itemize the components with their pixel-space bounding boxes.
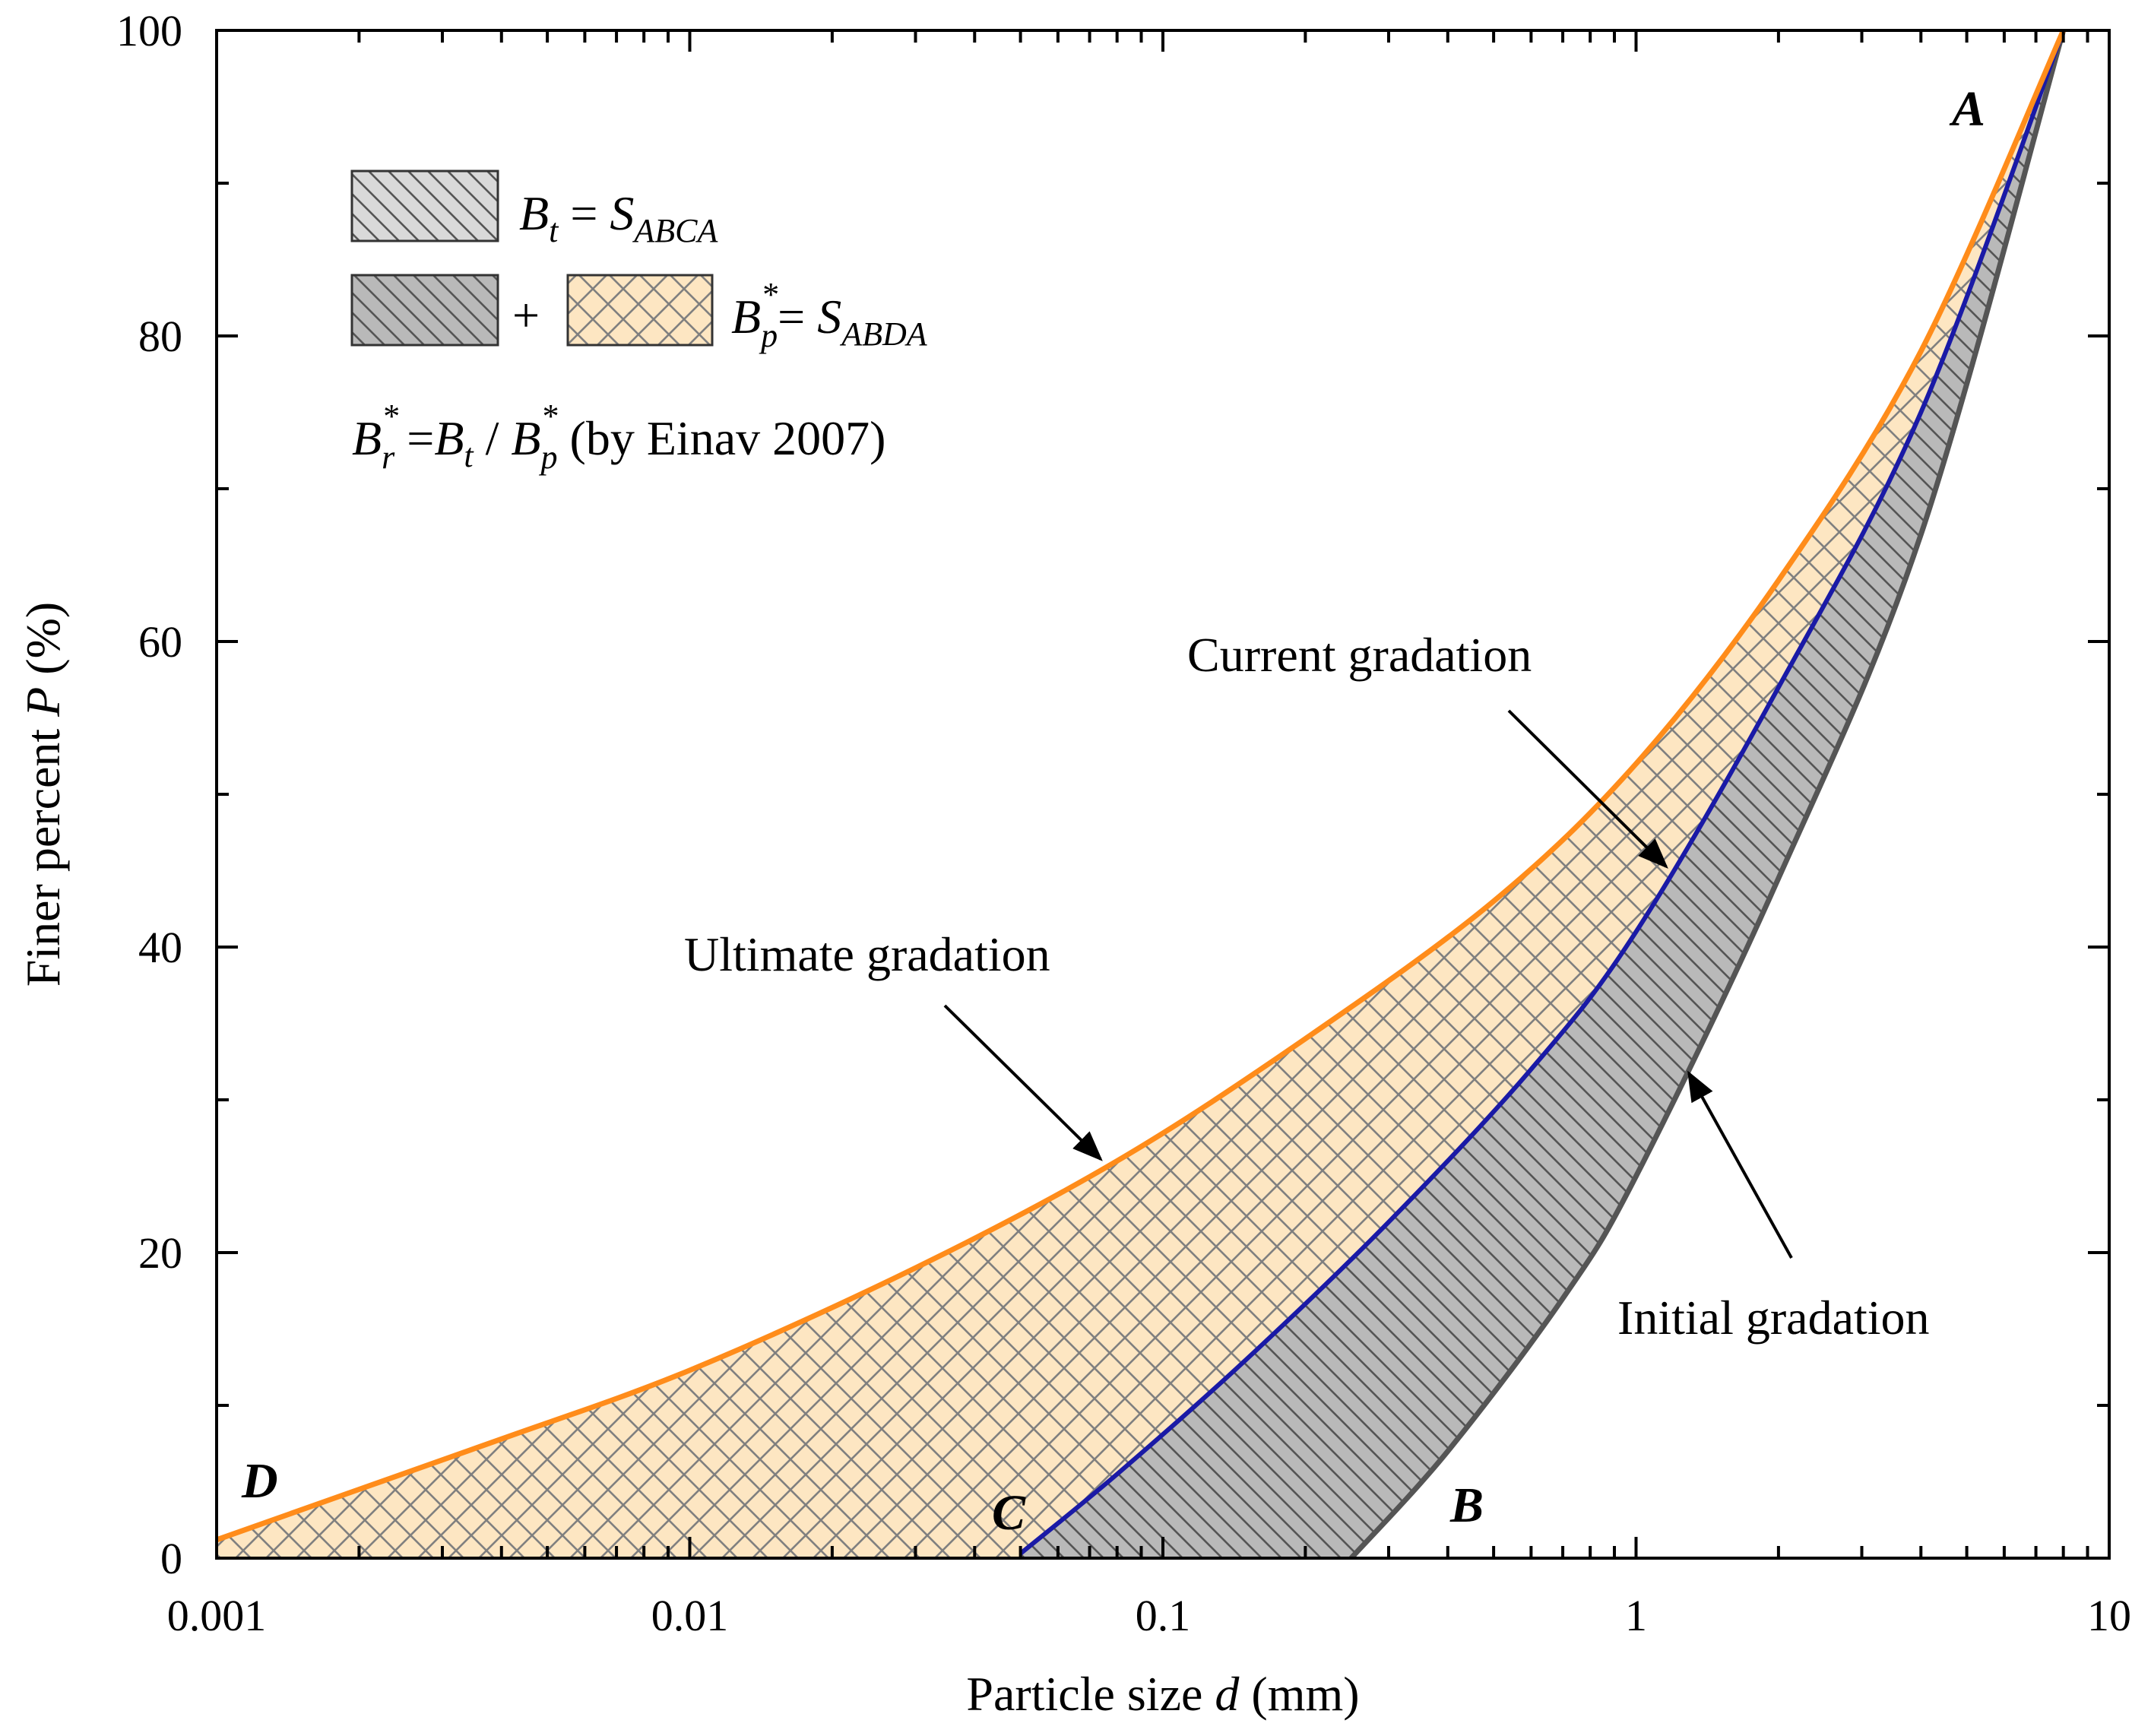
legend-swatch-bt: [350, 169, 499, 242]
annotation-ultimate-gradation: Ultimate gradation: [684, 927, 1050, 981]
point-label-a: A: [1949, 81, 1985, 137]
axis-ticks: [215, 29, 2111, 1560]
arrow-ultimate-gradation: [943, 1004, 1103, 1161]
arrow-current-gradation: [1507, 709, 1668, 869]
legend-label-bt: Bt = SABCA: [519, 186, 719, 249]
arrow-initial-gradation: [1687, 1070, 1793, 1259]
annotation-current-gradation: Current gradation: [1187, 628, 1532, 682]
point-label-d: D: [241, 1453, 278, 1509]
y-tick-labels: 0 20 40 60 80 100: [116, 6, 182, 1583]
x-axis-title: Particle size d (mm): [966, 1667, 1359, 1721]
point-label-b: B: [1449, 1478, 1484, 1533]
ultimate-gradation-line: [217, 30, 2066, 1543]
x-tick-label: 1: [1625, 1591, 1647, 1640]
legend-swatch-tan: [566, 274, 714, 347]
y-tick-label: 40: [138, 923, 182, 972]
y-tick-label: 20: [138, 1228, 182, 1278]
y-tick-label: 80: [138, 312, 182, 361]
x-tick-label: 0.1: [1136, 1591, 1191, 1640]
x-tick-label: 10: [2087, 1591, 2131, 1640]
annotation-initial-gradation: Initial gradation: [1617, 1291, 1930, 1345]
x-tick-label: 0.001: [167, 1591, 267, 1640]
current-initial-hatch: [1020, 30, 2064, 1558]
y-tick-label: 60: [138, 617, 182, 667]
point-label-c: C: [992, 1485, 1026, 1541]
legend-label-bp: B* p= SABDA: [731, 276, 928, 354]
current-gradation-line: [1018, 30, 2066, 1556]
y-axis-title: Finer percent P (%): [16, 602, 70, 987]
x-tick-label: 0.01: [651, 1591, 729, 1640]
x-tick-labels: 0.001 0.01 0.1 1 10: [167, 1591, 2131, 1640]
legend-plus: +: [512, 288, 540, 342]
legend-swatch-grey: [350, 274, 499, 347]
y-tick-label: 0: [160, 1534, 182, 1583]
initial-gradation-line: [1349, 30, 2067, 1558]
ultimate-current-crosshatch: [217, 30, 2064, 1558]
legend: Bt = SABCA + B* p= SABDA B* r =Bt / B* p (b…: [350, 169, 928, 476]
legend-formula-br: B* r =Bt / B* p (by Einav 2007): [352, 398, 885, 476]
y-tick-label: 100: [116, 6, 182, 55]
